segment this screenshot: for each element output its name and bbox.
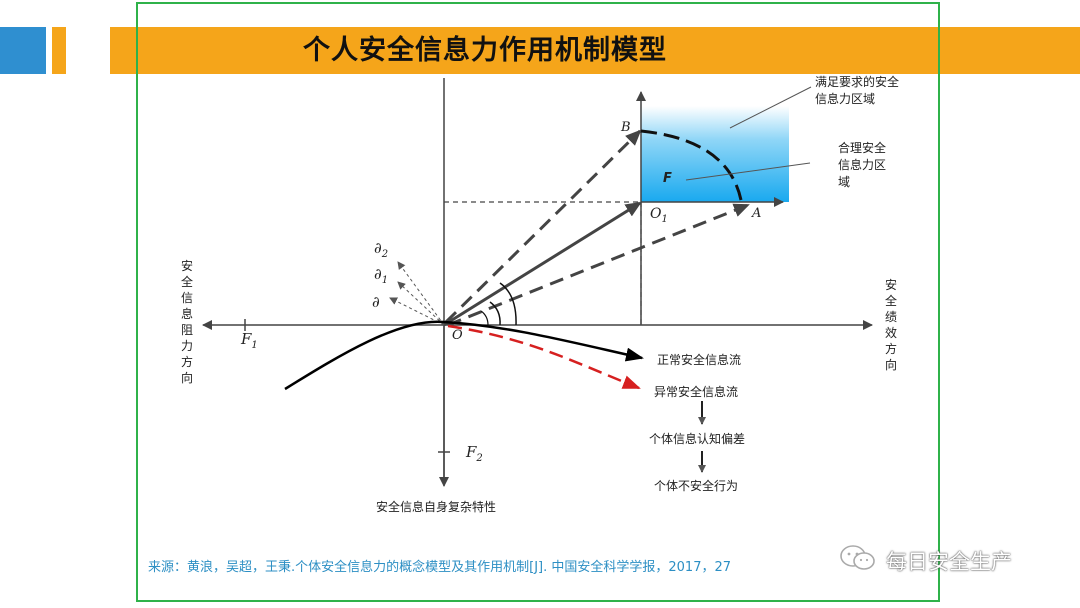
decor-blue-block xyxy=(0,27,46,74)
right-axis-label: 安全绩效方向 xyxy=(884,278,897,372)
reasonable-region-label: 合理安全信息力区域 xyxy=(838,141,887,189)
angle-arc-small xyxy=(480,310,489,326)
normal-flow-curve xyxy=(284,320,644,391)
label-F2-main: F xyxy=(466,443,477,461)
label-A: A xyxy=(752,206,762,221)
dotted-arrow-d2 xyxy=(397,261,445,326)
label-F1-sub: 1 xyxy=(251,340,258,351)
left-axis-label: 安全信息阻力方向 xyxy=(180,259,193,385)
vector-o-a xyxy=(447,203,750,327)
label-F: F xyxy=(663,171,672,186)
label-d: ∂ xyxy=(372,293,380,311)
source-citation: 来源：黄浪，吴超，王秉.个体安全信息力的概念模型及其作用机制[J]. 中国安全科… xyxy=(148,560,732,575)
label-F1-main: F xyxy=(241,330,252,348)
arc-b-a xyxy=(640,129,743,201)
label-d2-main: ∂ xyxy=(374,239,382,257)
satisfy-region-label: 满足要求的安全信息力区域 xyxy=(815,75,900,106)
label-O1-sub: 1 xyxy=(661,213,668,225)
bottom-axis-label: 安全信息自身复杂特性 xyxy=(376,500,497,514)
label-d2-sub: 2 xyxy=(381,249,389,260)
watermark-text: 每日安全生产 xyxy=(886,550,1012,574)
decor-orange-block xyxy=(52,27,66,74)
angle-arc-inner xyxy=(489,301,501,326)
label-d1: ∂1 xyxy=(374,266,388,289)
label-F1: F1 xyxy=(241,331,258,354)
content-frame xyxy=(136,2,940,602)
label-d1-sub: 1 xyxy=(381,275,389,286)
vector-o-b xyxy=(444,129,642,324)
abnormal-flow-label: 异常安全信息流 xyxy=(654,385,739,399)
cognition-bias-label: 个体信息认知偏差 xyxy=(649,432,746,446)
label-O1-main: O xyxy=(650,206,662,222)
label-O: O xyxy=(452,328,463,343)
dotted-arrow-d1 xyxy=(397,281,445,326)
unsafe-behavior-label: 个体不安全行为 xyxy=(654,479,739,493)
label-O1: O1 xyxy=(650,206,668,228)
angle-arc-outer xyxy=(499,282,517,326)
dotted-arrow-d xyxy=(389,297,445,326)
wechat-icon xyxy=(840,545,875,570)
satisfy-region-rect xyxy=(641,106,789,202)
label-B: B xyxy=(621,120,631,135)
label-F2: F2 xyxy=(466,444,483,467)
abnormal-flow-curve xyxy=(447,324,641,390)
label-F2-sub: 2 xyxy=(476,453,483,464)
label-d1-main: ∂ xyxy=(374,265,382,283)
normal-flow-label: 正常安全信息流 xyxy=(657,353,742,367)
callout-line-satisfy xyxy=(729,86,812,129)
vector-o-o1 xyxy=(443,201,642,327)
page-title: 个人安全信息力作用机制模型 xyxy=(303,35,667,66)
label-d2: ∂2 xyxy=(374,240,388,263)
title-bar xyxy=(110,27,1080,74)
callout-line-reasonable xyxy=(685,162,811,181)
